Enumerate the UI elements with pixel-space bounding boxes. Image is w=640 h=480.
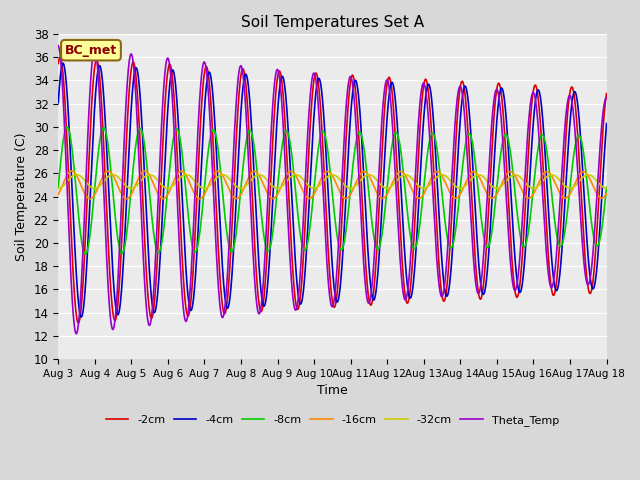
-32cm (492, 185, 500, 191)
-32cm (72, 171, 80, 177)
-8cm (349, 166, 356, 171)
-16cm (361, 168, 369, 174)
-2cm (570, 90, 578, 96)
-32cm (349, 185, 356, 191)
-8cm (208, 129, 216, 135)
-2cm (74, 320, 82, 326)
-4cm (603, 120, 611, 126)
Line: -16cm: -16cm (58, 171, 607, 199)
-16cm (492, 192, 500, 198)
Theta_Temp (554, 226, 562, 231)
Line: Theta_Temp: Theta_Temp (58, 46, 607, 334)
-32cm (603, 185, 611, 191)
-4cm (570, 90, 578, 96)
Title: Soil Temperatures Set A: Soil Temperatures Set A (241, 15, 424, 30)
Theta_Temp (207, 145, 215, 151)
-2cm (361, 243, 369, 249)
Theta_Temp (54, 43, 62, 48)
Line: -2cm: -2cm (58, 57, 607, 323)
-16cm (349, 187, 356, 193)
-8cm (570, 152, 578, 157)
-16cm (555, 188, 563, 193)
-4cm (60, 60, 67, 66)
-8cm (82, 251, 90, 257)
-32cm (570, 184, 577, 190)
-4cm (54, 100, 62, 106)
Legend: -2cm, -4cm, -8cm, -16cm, -32cm, Theta_Temp: -2cm, -4cm, -8cm, -16cm, -32cm, Theta_Te… (102, 410, 563, 430)
-2cm (208, 113, 216, 119)
-32cm (554, 176, 562, 181)
Theta_Temp (360, 269, 368, 275)
-2cm (349, 72, 356, 78)
-8cm (555, 240, 563, 246)
-4cm (77, 314, 85, 320)
-4cm (361, 188, 369, 193)
-4cm (492, 128, 500, 134)
-2cm (56, 54, 64, 60)
Theta_Temp (603, 96, 611, 101)
Theta_Temp (570, 112, 577, 118)
-8cm (603, 184, 611, 190)
-16cm (208, 176, 216, 181)
-16cm (603, 191, 611, 197)
Theta_Temp (349, 80, 356, 85)
Line: -4cm: -4cm (58, 63, 607, 317)
-2cm (54, 60, 62, 66)
-2cm (555, 256, 563, 262)
-16cm (54, 192, 62, 197)
-2cm (603, 91, 611, 96)
-32cm (360, 174, 368, 180)
-8cm (361, 150, 369, 156)
-4cm (555, 281, 563, 287)
Line: -8cm: -8cm (58, 127, 607, 254)
Theta_Temp (492, 87, 500, 93)
-8cm (63, 124, 71, 130)
Y-axis label: Soil Temperature (C): Soil Temperature (C) (15, 132, 28, 261)
Text: BC_met: BC_met (65, 44, 117, 57)
-16cm (86, 196, 94, 202)
-32cm (207, 181, 215, 187)
Theta_Temp (72, 331, 80, 336)
X-axis label: Time: Time (317, 384, 348, 397)
-8cm (492, 192, 500, 198)
-2cm (492, 91, 500, 96)
Line: -32cm: -32cm (58, 174, 607, 188)
-4cm (208, 80, 216, 85)
-32cm (54, 185, 62, 191)
-16cm (68, 168, 76, 174)
-4cm (349, 90, 356, 96)
-16cm (570, 183, 578, 189)
-8cm (54, 184, 62, 190)
